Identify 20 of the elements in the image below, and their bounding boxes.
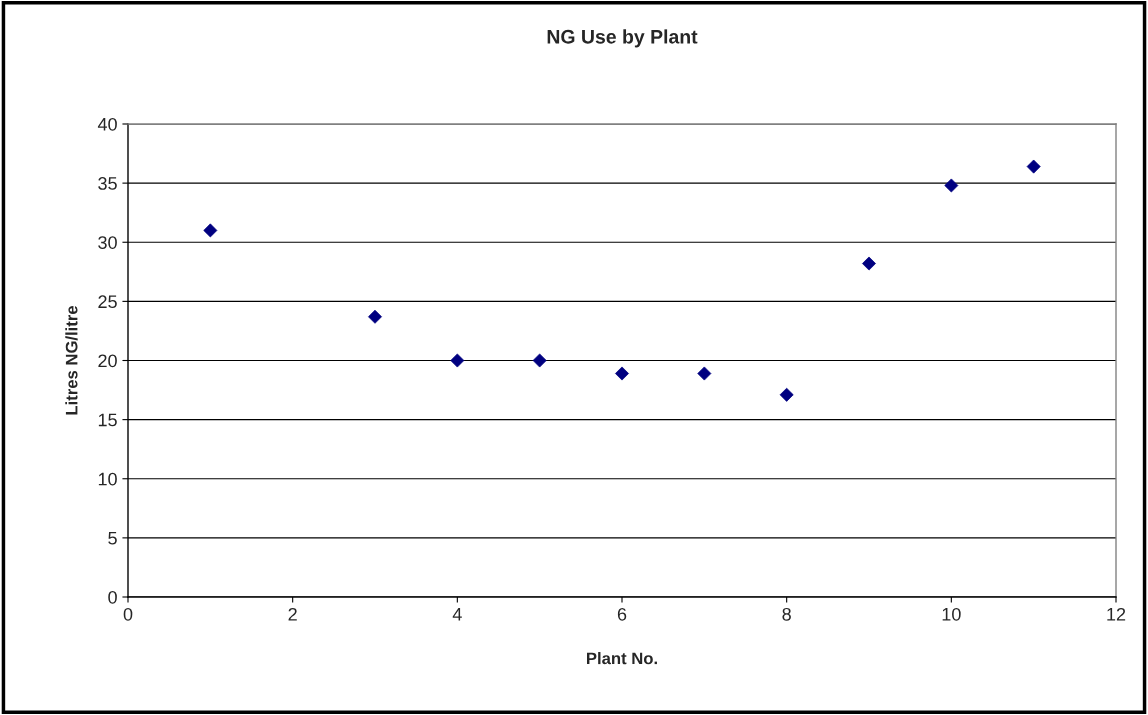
y-tick-label: 10 — [98, 472, 117, 486]
x-tick-label: 2 — [288, 607, 297, 621]
x-tick-label: 4 — [452, 608, 462, 621]
y-axis-title: Litres NG/litre — [65, 305, 78, 415]
x-tick-label: 12 — [1107, 607, 1126, 621]
y-tick-label: 25 — [98, 295, 117, 309]
x-tick-label: 6 — [617, 607, 627, 621]
y-tick-label: 30 — [98, 236, 117, 249]
x-axis-title: Plant No. — [587, 652, 657, 665]
y-tick-label: 20 — [98, 354, 117, 368]
x-tick-label: 0 — [123, 607, 133, 621]
x-tick-label: 8 — [782, 607, 791, 621]
y-tick-label: 40 — [97, 117, 117, 131]
y-tick-label: 0 — [108, 590, 117, 604]
y-tick-label: 5 — [108, 532, 117, 545]
point — [615, 366, 629, 381]
chart-title: NG Use by Plant — [547, 29, 698, 48]
x-tick-label: 10 — [942, 607, 961, 621]
y-tick-label: 15 — [98, 413, 117, 427]
y-tick-label: 35 — [98, 177, 117, 190]
